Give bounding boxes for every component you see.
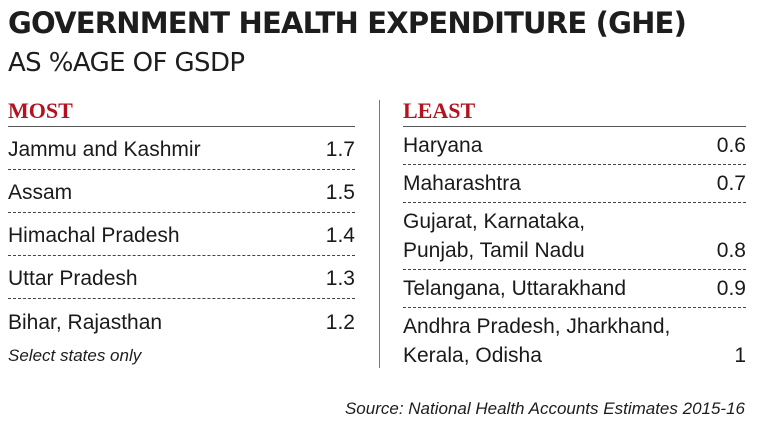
state-name: Assam (8, 181, 73, 204)
state-value: 1.4 (325, 224, 355, 247)
state-name: Gujarat, Karnataka, Punjab, Tamil Nadu (403, 210, 586, 262)
state-value: 0.6 (716, 134, 746, 157)
state-value: 0.9 (716, 277, 746, 300)
state-value: 1 (734, 344, 746, 367)
least-heading: LEAST (403, 96, 746, 127)
state-name: Andhra Pradesh, Jharkhand, Kerala, Odish… (403, 315, 671, 367)
least-column: LEAST Haryana 0.6 Maharashtra 0.7 Gujara… (403, 96, 746, 374)
table-row: Gujarat, Karnataka, Punjab, Tamil Nadu 0… (403, 203, 746, 270)
state-name: Haryana (403, 134, 483, 157)
state-name: Himachal Pradesh (8, 224, 180, 247)
state-value: 0.8 (716, 239, 746, 262)
most-column: MOST Jammu and Kashmir 1.7 Assam 1.5 Him… (8, 96, 355, 342)
state-value: 1.2 (325, 311, 355, 334)
table-row: Andhra Pradesh, Jharkhand, Kerala, Odish… (403, 308, 746, 374)
chart-subtitle: AS %AGE OF GSDP (8, 48, 245, 78)
table-row: Himachal Pradesh 1.4 (8, 213, 355, 256)
state-name: Telangana, Uttarakhand (403, 277, 626, 300)
table-row: Maharashtra 0.7 (403, 165, 746, 203)
table-row: Bihar, Rajasthan 1.2 (8, 299, 355, 342)
state-value: 1.7 (325, 138, 355, 161)
table-row: Jammu and Kashmir 1.7 (8, 127, 355, 170)
state-name: Bihar, Rajasthan (8, 311, 163, 334)
footnote: Select states only (8, 346, 142, 365)
state-name: Uttar Pradesh (8, 267, 138, 290)
state-name: Maharashtra (403, 172, 521, 195)
most-heading: MOST (8, 96, 355, 127)
column-divider (379, 100, 380, 368)
state-name: Jammu and Kashmir (8, 138, 201, 161)
state-value: 1.3 (325, 267, 355, 290)
source-credit: Source: National Health Accounts Estimat… (344, 399, 745, 418)
table-row: Assam 1.5 (8, 170, 355, 213)
table-row: Haryana 0.6 (403, 127, 746, 165)
table-row: Uttar Pradesh 1.3 (8, 256, 355, 299)
state-value: 0.7 (716, 172, 746, 195)
table-row: Telangana, Uttarakhand 0.9 (403, 270, 746, 308)
chart-title: GOVERNMENT HEALTH EXPENDITURE (GHE) (8, 6, 687, 40)
state-value: 1.5 (325, 181, 355, 204)
